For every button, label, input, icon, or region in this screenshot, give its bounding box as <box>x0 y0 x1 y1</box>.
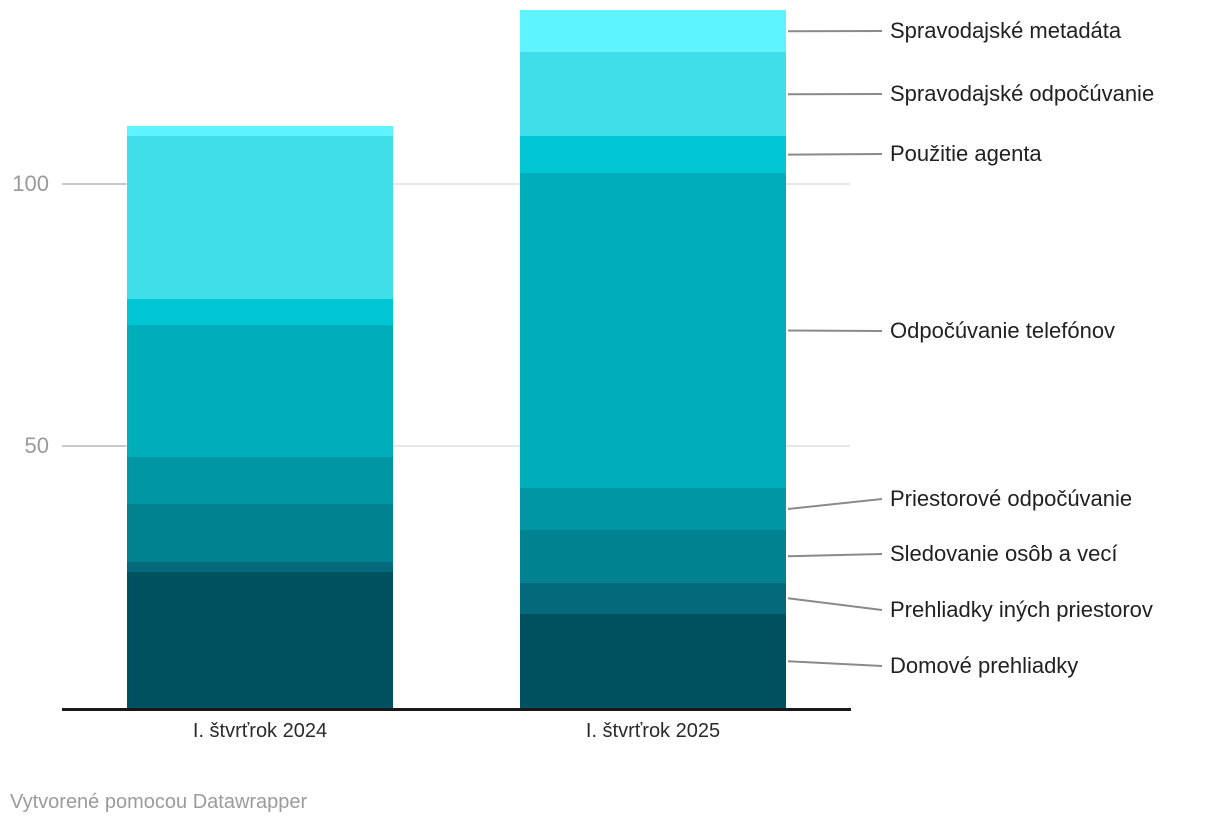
legend-connector-line <box>787 329 883 332</box>
legend-connector-line <box>787 498 883 510</box>
x-axis-category-label: I. štvrťrok 2025 <box>585 720 721 742</box>
y-tick-mark <box>62 182 126 185</box>
bar-segment-1 <box>127 125 393 137</box>
legend-connector-line <box>787 553 883 558</box>
legend-label: Prehliadky iných priestorov <box>890 597 1153 622</box>
bar-segment-8 <box>127 572 393 709</box>
bar-segment-8 <box>520 614 786 709</box>
legend-label: Odpočúvanie telefónov <box>890 318 1116 343</box>
bar-segment-4 <box>127 325 393 457</box>
legend-label: Spravodajské odpočúvanie <box>890 81 1155 106</box>
bar-segment-6 <box>127 503 393 562</box>
legend-label: Použitie agenta <box>890 141 1042 166</box>
y-tick-label: 50 <box>24 433 49 458</box>
gridline <box>62 182 850 185</box>
y-tick-label: 100 <box>12 170 49 196</box>
bar-segment-7 <box>127 561 393 572</box>
legend-label: Sledovanie osôb a vecí <box>890 541 1118 566</box>
bar-segment-3 <box>520 136 786 173</box>
bar-segment-2 <box>127 136 393 299</box>
legend-label: Domové prehliadky <box>890 653 1079 678</box>
bar-segment-5 <box>520 488 786 530</box>
bar-segment-2 <box>520 52 786 137</box>
bar-segment-6 <box>520 530 786 583</box>
bar-segment-5 <box>127 456 393 504</box>
x-axis-line <box>62 708 851 711</box>
gridline <box>62 445 850 447</box>
x-axis-category-label: I. štvrťrok 2024 <box>192 720 328 742</box>
bar-segment-1 <box>520 10 786 53</box>
legend-connector-line <box>787 153 883 156</box>
legend-label: Spravodajské metadáta <box>890 18 1122 43</box>
legend-label: Priestorové odpočúvanie <box>890 486 1133 511</box>
y-tick-mark <box>62 445 126 447</box>
bar-segment-7 <box>520 582 786 614</box>
legend-connector-line <box>787 597 883 611</box>
bar-segment-3 <box>127 299 393 326</box>
legend-connector-line <box>787 660 883 667</box>
bar-segment-4 <box>520 173 786 488</box>
attribution-text: Vytvorené pomocou Datawrapper <box>10 791 308 813</box>
